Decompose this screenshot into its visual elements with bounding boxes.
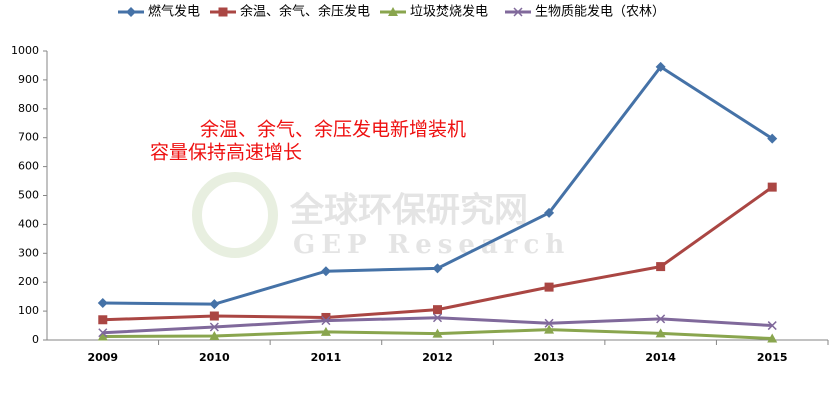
marker [97,298,108,309]
legend-marker [388,7,398,16]
marker [767,182,777,192]
watermark-logo [192,172,278,258]
marker [432,263,443,274]
legend-label: 燃气发电 [148,4,200,20]
marker [98,315,108,325]
legend-marker [218,7,228,17]
marker [98,328,108,338]
y-tick-label: 300 [18,246,39,259]
marker [767,333,778,343]
marker [433,305,442,315]
marker [320,326,331,336]
y-tick-label: 600 [18,160,39,173]
x-tick-label: 2015 [757,351,788,364]
marker [544,324,555,334]
y-tick-label: 800 [18,102,39,115]
marker [209,330,220,340]
marker [432,313,443,323]
marker [209,299,220,310]
watermark: GEP Research [293,230,570,260]
marker [767,321,777,331]
y-tick-label: 0 [32,333,39,346]
x-tick-label: 2014 [645,351,676,364]
legend-marker [513,7,523,17]
y-tick-label: 900 [18,73,39,86]
x-tick-label: 2013 [534,351,565,364]
marker [432,328,443,338]
marker [321,312,331,322]
marker [209,322,219,332]
marker [767,133,778,144]
annotation: 容量保持高速增长 [150,142,302,164]
marker [656,314,666,324]
y-tick-label: 100 [18,304,39,317]
marker [209,311,219,321]
x-tick-label: 2011 [311,351,342,364]
marker [320,266,331,277]
legend-label: 垃圾焚烧发电 [410,4,488,20]
y-tick-label: 500 [18,189,39,202]
y-tick-label: 200 [18,275,39,288]
marker [655,328,666,338]
y-tick-label: 1000 [11,44,39,57]
x-tick-label: 2010 [199,351,230,364]
marker [97,331,108,341]
marker [321,316,331,326]
marker [544,282,554,292]
legend-label: 生物质能发电（农林） [535,4,665,20]
annotation: 余温、余气、余压发电新增装机 [200,119,466,141]
marker [544,207,555,218]
legend-marker [126,7,136,17]
marker [656,262,666,272]
y-tick-label: 400 [18,217,39,230]
legend-label: 余温、余气、余压发电 [240,4,370,20]
watermark: 全球环保研究网 [289,191,528,231]
marker [544,318,554,328]
x-tick-label: 2012 [422,351,453,364]
y-tick-label: 700 [18,131,39,144]
marker [655,61,666,72]
x-tick-label: 2009 [87,351,118,364]
